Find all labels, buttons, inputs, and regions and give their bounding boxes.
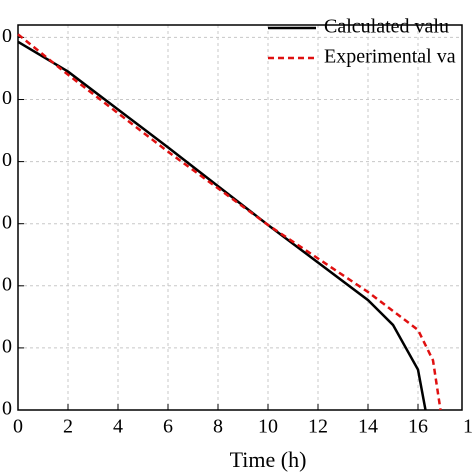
x-axis-label: Time (h) xyxy=(230,447,307,472)
x-tick-label: 8 xyxy=(213,416,223,438)
y-tick-label: 0 xyxy=(2,87,12,109)
x-tick-label: 10 xyxy=(258,416,278,438)
x-tick-label: 14 xyxy=(358,416,378,438)
x-tick-label: 4 xyxy=(113,416,123,438)
y-tick-label: 0 xyxy=(2,149,12,171)
x-tick-label: 16 xyxy=(408,416,428,438)
y-tick-label: 0 xyxy=(2,335,12,357)
y-tick-label: 0 xyxy=(2,25,12,47)
y-tick-label: 0 xyxy=(2,273,12,295)
data-line xyxy=(17,33,442,411)
x-tick-label: 0 xyxy=(13,416,23,438)
x-tick-label: 12 xyxy=(308,416,328,438)
x-tick-label: 2 xyxy=(63,416,73,438)
x-tick-label: 6 xyxy=(163,416,173,438)
y-tick-label: 0 xyxy=(2,398,12,420)
plot-frame xyxy=(17,24,463,411)
legend-label: Calculated valu xyxy=(324,16,449,38)
data-line xyxy=(17,40,427,411)
x-tick-label: 1 xyxy=(463,416,473,438)
legend-label: Experimental va xyxy=(324,46,456,68)
y-tick-label: 0 xyxy=(2,211,12,233)
